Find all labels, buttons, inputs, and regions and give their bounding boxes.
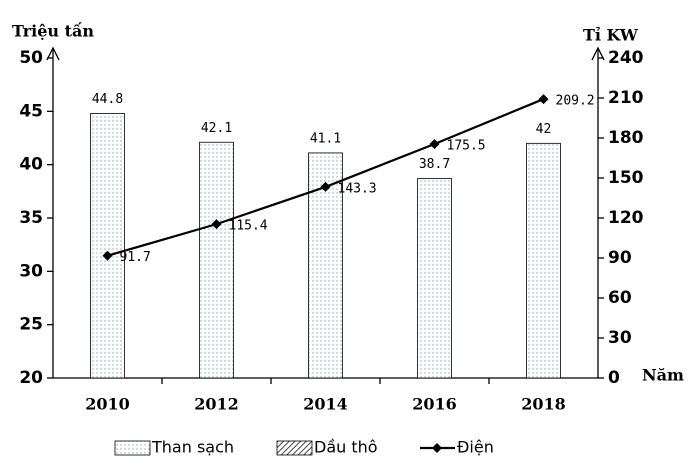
bar-value-label: 42 [536,122,552,137]
line-value-label: 143.3 [338,181,377,196]
line-value-label: 115.4 [229,219,268,234]
y2-tick-label: 60 [608,288,632,308]
bar [199,141,234,379]
y2-tick-label: 210 [608,88,644,108]
bar-value-label: 41.1 [310,131,341,146]
y-tick-label: 45 [19,101,43,121]
bar [526,142,561,379]
line-value-label: 209.2 [556,94,595,109]
bar-value-label: 44.8 [92,92,123,107]
x-tick-label: 2014 [303,395,348,414]
line-marker [320,181,331,192]
x-axis-label: Năm [642,366,684,385]
legend-swatch [276,440,313,456]
y-tick-label: 25 [19,315,43,335]
y2-tick-label: 30 [608,328,632,348]
y-tick-label: 35 [19,208,43,228]
line-marker [429,139,440,149]
line-marker [211,219,222,230]
y2-tick-label: 120 [608,208,644,228]
bar [417,178,452,379]
bar-value-label: 42.1 [201,121,232,136]
line-value-label: 175.5 [447,139,486,154]
y2-tick-label: 90 [608,248,632,268]
legend-swatch [114,440,151,456]
x-tick-label: 2016 [412,395,457,414]
y2-tick-label: 180 [608,128,644,148]
y-tick-label: 40 [19,155,43,175]
line-marker [102,250,113,261]
x-tick-label: 2012 [194,395,239,414]
x-tick-label: 2010 [85,395,130,414]
y-axis-label: Triệu tấn [12,22,94,41]
line-marker [538,94,549,105]
legend-label: Điện [457,438,494,457]
y-tick-label: 20 [19,368,43,388]
line-value-label: 91.7 [120,250,151,265]
y-tick-label: 50 [19,48,43,68]
y2-tick-label: 0 [608,368,620,388]
y-tick-label: 30 [19,261,43,281]
bar-value-label: 38.7 [419,157,450,172]
y2-axis-label: Tỉ KW [583,26,639,45]
y2-tick-label: 150 [608,168,644,188]
legend-label: Dầu thô [314,438,378,457]
x-tick-label: 2018 [521,395,566,414]
bar [90,113,125,379]
legend-marker [432,443,442,453]
legend-label: Than sạch [151,438,234,457]
y2-tick-label: 240 [608,48,644,68]
